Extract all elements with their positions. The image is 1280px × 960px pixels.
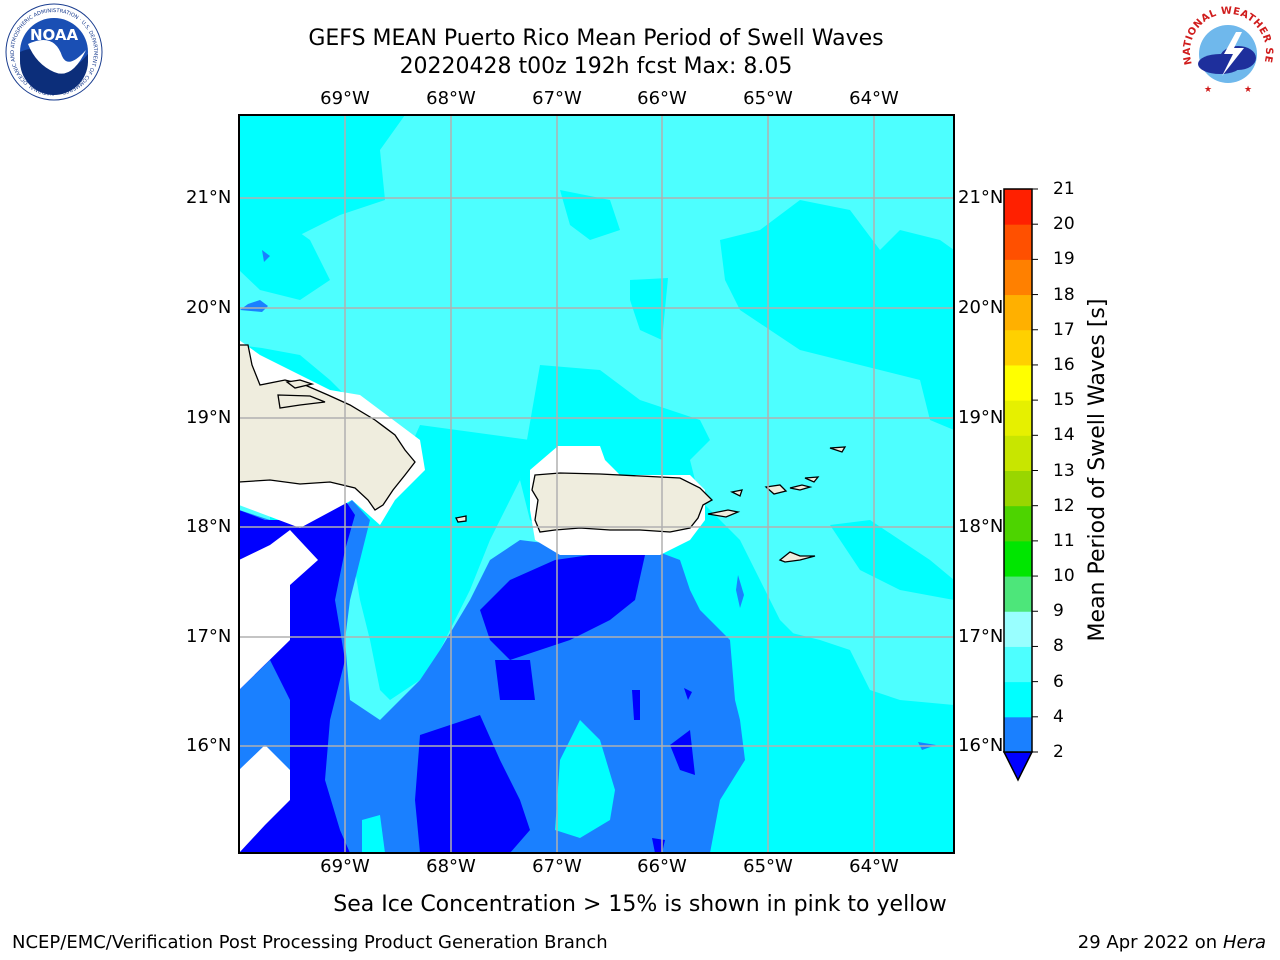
colorbar-tick-label: 4 [1053,706,1064,727]
noaa-logo: NATIONAL OCEANIC AND ATMOSPHERIC ADMINIS… [5,3,103,101]
puerto-rico [531,472,714,533]
colorbar-swatch [1004,329,1032,366]
colorbar-swatch [1004,646,1032,683]
map-title: GEFS MEAN Puerto Rico Mean Period of Swe… [308,26,884,51]
footer-branch: NCEP/EMC/Verification Post Processing Pr… [12,932,608,953]
footer-date: 29 Apr 2022 on Hera [1078,932,1266,954]
colorbar-swatch [1004,364,1032,401]
lat-label-right: 17°N [958,626,1004,647]
footer-date-text: 29 Apr 2022 on [1077,932,1223,953]
graticule [239,115,954,853]
colorbar-swatch [1004,576,1032,612]
colorbar-swatch [1004,505,1032,542]
colorbar-swatch [1004,189,1032,225]
mona-island [455,515,467,523]
colorbar-tick-label: 8 [1053,636,1064,657]
lon-label-top: 64°W [849,88,899,109]
map-subtitle: 20220428 t00z 192h fcst Max: 8.05 [399,54,793,79]
lat-label-right: 18°N [958,516,1004,537]
colorbar-swatch [1004,224,1032,260]
colorbar-tick-label: 21 [1053,179,1075,199]
colorbar-tick-label: 14 [1053,425,1075,446]
colorbar-title: Mean Period of Swell Waves [s] [1085,298,1110,642]
colorbar-extend-arrow [1002,751,1034,782]
land-masses [239,344,847,563]
colorbar-swatch [1004,716,1032,753]
tortuga-island [277,394,326,409]
lat-label-left: 21°N [186,187,232,208]
colorbar-tick-label: 12 [1053,495,1075,516]
colorbar-swatch [1004,294,1032,331]
st-croix [778,551,816,563]
colorbar-tick-label: 20 [1053,214,1075,235]
lon-label-top: 69°W [320,88,370,109]
colorbar-tick-label: 17 [1053,319,1075,340]
colorbar-tick-label: 11 [1053,530,1075,551]
lat-label-left: 16°N [186,735,232,756]
lon-label-bottom: 67°W [532,856,582,877]
hispaniola [239,344,416,511]
vieques [707,509,741,518]
lon-label-top: 66°W [637,88,687,109]
colorbar [1002,188,1038,782]
sea-ice-note: Sea Ice Concentration > 15% is shown in … [333,892,947,917]
lon-label-top: 65°W [743,88,793,109]
lat-label-right: 21°N [958,187,1004,208]
lon-label-bottom: 64°W [849,856,899,877]
map-frame [238,114,955,854]
colorbar-tick-label: 10 [1053,566,1075,587]
lat-label-right: 16°N [958,735,1004,756]
lon-label-bottom: 65°W [743,856,793,877]
colorbar-tick-label: 19 [1053,249,1075,270]
svg-text:★: ★ [1244,85,1252,95]
lat-label-right: 20°N [958,297,1004,318]
noaa-logo-text: NOAA [30,26,79,44]
lat-label-right: 19°N [958,407,1004,428]
lon-label-bottom: 69°W [320,856,370,877]
lon-label-bottom: 66°W [637,856,687,877]
colorbar-swatch [1004,611,1032,647]
lon-label-top: 67°W [532,88,582,109]
nws-logo: NATIONAL WEATHER SERVICE ★ ★ [1178,2,1275,99]
anegada [829,446,847,453]
colorbar-tick-label: 6 [1053,671,1064,692]
footer-machine: Hera [1222,932,1266,953]
colorbar-tick-label: 13 [1053,460,1075,481]
colorbar-swatch [1004,470,1032,507]
colorbar-tick-label: 16 [1053,354,1075,375]
colorbar-swatch [1004,681,1032,718]
colorbar-tick-label: 15 [1053,390,1075,411]
lon-label-top: 68°W [426,88,476,109]
colorbar-swatch [1004,435,1032,471]
lat-label-left: 18°N [186,516,232,537]
lat-label-left: 19°N [186,407,232,428]
colorbar-tick-label: 2 [1053,742,1064,762]
lon-label-bottom: 68°W [426,856,476,877]
colorbar-tick-label: 9 [1053,601,1064,622]
lat-label-left: 17°N [186,626,232,647]
svg-text:★: ★ [1204,85,1212,95]
lat-label-left: 20°N [186,297,232,318]
colorbar-swatch [1004,540,1032,577]
colorbar-swatch [1004,400,1032,436]
colorbar-swatch [1004,259,1032,296]
colorbar-tick-label: 18 [1053,284,1075,305]
